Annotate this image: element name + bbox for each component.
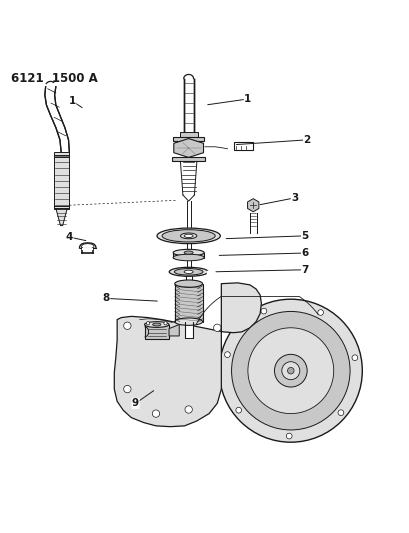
Ellipse shape xyxy=(173,254,204,261)
Polygon shape xyxy=(144,325,169,339)
Ellipse shape xyxy=(157,228,220,244)
Ellipse shape xyxy=(173,249,204,256)
Text: 2: 2 xyxy=(303,135,310,145)
Circle shape xyxy=(164,321,167,325)
Circle shape xyxy=(317,310,323,316)
Circle shape xyxy=(224,352,230,358)
Polygon shape xyxy=(54,152,69,209)
Ellipse shape xyxy=(180,233,196,239)
Polygon shape xyxy=(179,132,197,136)
Polygon shape xyxy=(173,253,204,257)
Ellipse shape xyxy=(184,251,193,254)
Text: 6: 6 xyxy=(301,248,308,258)
Circle shape xyxy=(287,367,293,374)
Text: 7: 7 xyxy=(301,265,308,275)
Circle shape xyxy=(247,328,333,414)
Polygon shape xyxy=(169,325,179,336)
Circle shape xyxy=(152,410,159,417)
Circle shape xyxy=(231,311,349,430)
Polygon shape xyxy=(173,139,203,157)
Ellipse shape xyxy=(174,280,202,287)
Bar xyxy=(184,321,192,338)
Polygon shape xyxy=(247,199,258,212)
Circle shape xyxy=(235,407,241,413)
Circle shape xyxy=(146,321,149,325)
Circle shape xyxy=(261,308,266,314)
Bar xyxy=(233,142,253,150)
Ellipse shape xyxy=(184,270,193,273)
Polygon shape xyxy=(173,136,204,141)
Circle shape xyxy=(124,322,131,329)
Circle shape xyxy=(274,354,306,387)
Text: 1: 1 xyxy=(244,94,251,104)
Circle shape xyxy=(124,385,131,393)
Ellipse shape xyxy=(152,323,160,326)
Polygon shape xyxy=(114,283,261,427)
Ellipse shape xyxy=(184,234,193,238)
Ellipse shape xyxy=(169,268,207,276)
Circle shape xyxy=(219,299,362,442)
Bar xyxy=(185,273,191,284)
Text: 1: 1 xyxy=(68,96,76,106)
Text: 8: 8 xyxy=(102,293,110,303)
Polygon shape xyxy=(45,87,69,152)
Ellipse shape xyxy=(162,230,215,242)
Circle shape xyxy=(337,410,343,416)
Text: 4: 4 xyxy=(65,232,73,242)
Circle shape xyxy=(281,362,299,379)
Ellipse shape xyxy=(174,269,202,275)
Circle shape xyxy=(351,355,357,360)
Text: 3: 3 xyxy=(290,193,298,203)
Text: 6121  1500 A: 6121 1500 A xyxy=(11,72,97,85)
Bar xyxy=(186,201,190,271)
Polygon shape xyxy=(174,284,202,321)
Circle shape xyxy=(184,406,192,413)
Circle shape xyxy=(213,324,220,332)
Ellipse shape xyxy=(174,318,202,325)
Bar xyxy=(183,78,193,136)
Circle shape xyxy=(285,433,291,439)
Ellipse shape xyxy=(144,321,169,327)
Polygon shape xyxy=(172,157,204,161)
Text: 5: 5 xyxy=(301,231,308,241)
Polygon shape xyxy=(56,209,67,225)
Text: 9: 9 xyxy=(132,398,139,408)
